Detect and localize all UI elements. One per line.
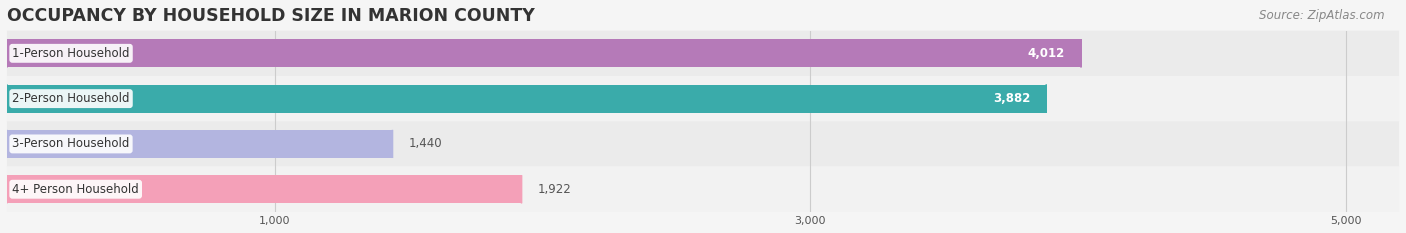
Text: 4+ Person Household: 4+ Person Household (13, 183, 139, 196)
Text: 1,922: 1,922 (537, 183, 571, 196)
Bar (7, 130, 392, 158)
Text: OCCUPANCY BY HOUSEHOLD SIZE IN MARION COUNTY: OCCUPANCY BY HOUSEHOLD SIZE IN MARION CO… (7, 7, 534, 25)
FancyBboxPatch shape (7, 167, 1399, 212)
Text: 1-Person Household: 1-Person Household (13, 47, 129, 60)
Bar (7, 175, 522, 203)
Text: 1,440: 1,440 (409, 137, 441, 151)
Text: 4,012: 4,012 (1028, 47, 1064, 60)
FancyBboxPatch shape (7, 76, 1399, 121)
Text: Source: ZipAtlas.com: Source: ZipAtlas.com (1260, 9, 1385, 22)
Bar (7, 85, 1046, 113)
FancyBboxPatch shape (7, 121, 1399, 167)
Text: 3,882: 3,882 (993, 92, 1031, 105)
Text: 3-Person Household: 3-Person Household (13, 137, 129, 151)
Bar (7, 39, 1081, 67)
Text: 2-Person Household: 2-Person Household (13, 92, 129, 105)
FancyBboxPatch shape (7, 31, 1399, 76)
